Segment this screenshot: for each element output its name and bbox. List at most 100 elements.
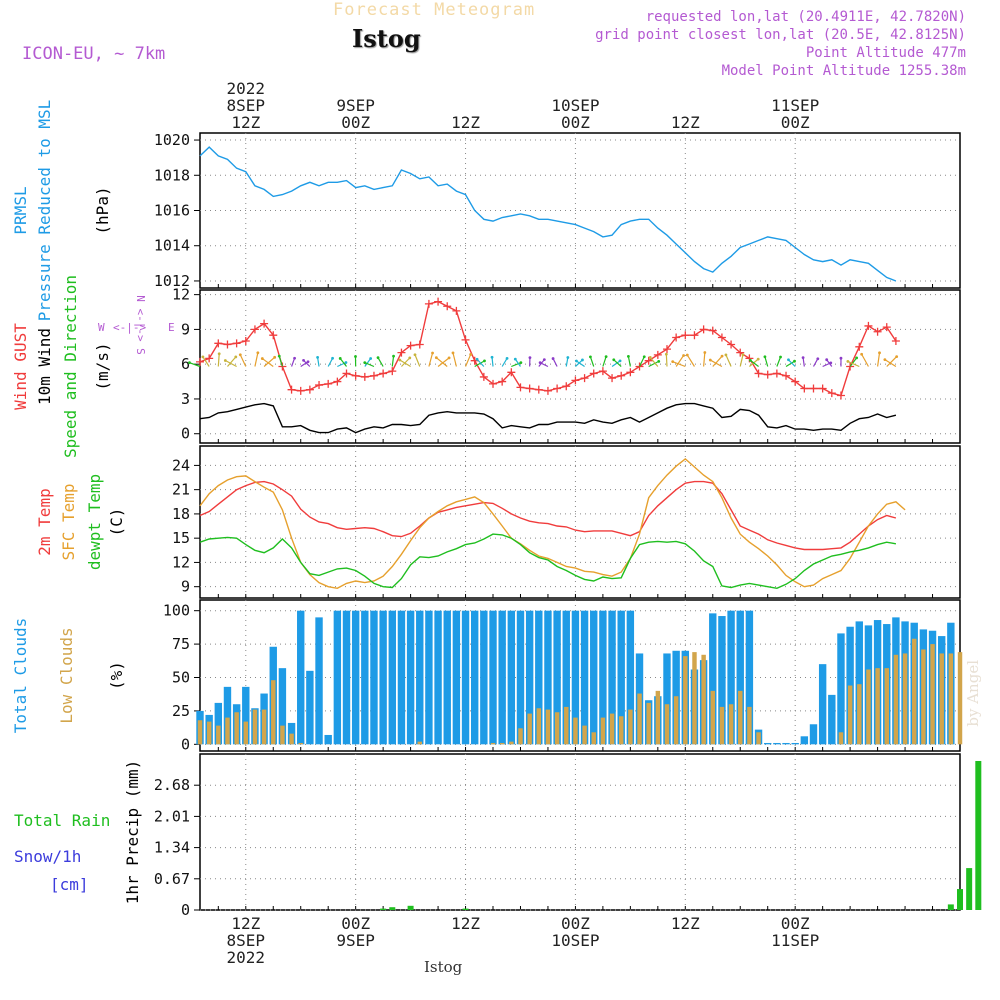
bar bbox=[462, 908, 469, 910]
requested-coordinates: requested lon,lat (20.4911E, 42.7820N) bbox=[645, 9, 966, 25]
wind-arrow-head bbox=[475, 357, 479, 361]
gust-marker bbox=[800, 384, 809, 393]
wind-direction-arrow bbox=[539, 362, 549, 368]
wind-direction-arrow bbox=[391, 356, 395, 367]
wind-direction-arrow bbox=[776, 356, 782, 367]
wind-arrow-head bbox=[447, 356, 451, 360]
gust-marker bbox=[296, 386, 305, 395]
bar bbox=[416, 610, 424, 745]
series-line bbox=[199, 480, 897, 551]
y-tick-label: 1.34 bbox=[154, 839, 190, 857]
wind-direction-arrow bbox=[627, 356, 631, 367]
bar bbox=[838, 732, 844, 745]
bar bbox=[608, 610, 616, 745]
series-line bbox=[199, 402, 897, 434]
wind-arrow-head bbox=[293, 356, 296, 360]
wind-arrow-head bbox=[741, 353, 745, 357]
wind-arrow-head bbox=[505, 356, 509, 360]
gust-marker bbox=[324, 379, 333, 388]
wind-direction-arrow bbox=[225, 359, 237, 368]
wind-direction-arrow bbox=[826, 359, 833, 367]
bar bbox=[646, 702, 651, 745]
gust-marker bbox=[864, 321, 873, 330]
bar bbox=[948, 653, 954, 745]
bar bbox=[939, 653, 944, 745]
bar bbox=[452, 610, 461, 745]
bar bbox=[745, 610, 754, 745]
bottom-time-label: 00Z bbox=[561, 914, 590, 933]
wind-arrow-head bbox=[575, 359, 578, 363]
wind-arrow-head bbox=[201, 355, 205, 359]
gust-marker bbox=[589, 369, 598, 378]
gust-marker bbox=[772, 369, 781, 378]
y-tick-label: 12 bbox=[172, 286, 190, 304]
bottom-time-label: 12Z bbox=[231, 914, 260, 933]
wind-arrow-head bbox=[538, 361, 542, 365]
wind-direction-arrow bbox=[437, 357, 450, 367]
wind-direction-arrow bbox=[377, 357, 384, 367]
gust-marker bbox=[351, 371, 360, 380]
panel-frame bbox=[199, 445, 961, 599]
wind-arrow-head bbox=[344, 361, 348, 364]
axis-label: (%) bbox=[107, 661, 126, 690]
wind-direction-arrow bbox=[565, 357, 569, 367]
bar bbox=[545, 709, 551, 745]
gust-marker bbox=[681, 331, 690, 340]
top-time-label: 00Z bbox=[341, 113, 370, 132]
y-tick-label: 18 bbox=[172, 505, 190, 523]
wind-arrow-head bbox=[398, 358, 402, 362]
bar bbox=[544, 610, 552, 745]
bar bbox=[518, 728, 523, 745]
wind-direction-arrow bbox=[552, 358, 558, 367]
gust-marker bbox=[543, 386, 552, 395]
gust-marker bbox=[434, 297, 443, 306]
wind-arrow-head bbox=[825, 358, 829, 362]
gust-marker bbox=[415, 340, 424, 349]
bar bbox=[617, 610, 625, 745]
wind-arrow-head bbox=[860, 352, 864, 356]
wind-arrow-head bbox=[234, 355, 238, 359]
wind-direction-arrow bbox=[672, 361, 686, 368]
bottom-time-label: 11SEP bbox=[771, 931, 819, 950]
bar bbox=[709, 613, 717, 745]
y-tick-label: 6 bbox=[181, 355, 190, 373]
bar bbox=[278, 668, 287, 745]
gust-marker bbox=[369, 371, 378, 380]
compass-west: W bbox=[98, 321, 105, 334]
gust-marker bbox=[507, 368, 516, 377]
gust-marker bbox=[315, 381, 324, 390]
axis-label: Pressure Reduced to MSL bbox=[35, 100, 54, 322]
bar bbox=[855, 621, 863, 745]
wind-arrow-head bbox=[354, 355, 357, 358]
wind-direction-arrow bbox=[710, 359, 723, 368]
bar bbox=[673, 696, 679, 745]
bar bbox=[306, 670, 314, 745]
wind-arrow-head bbox=[604, 355, 608, 359]
gust-marker bbox=[250, 325, 259, 334]
bar bbox=[609, 713, 615, 745]
wind-arrow-head bbox=[551, 357, 555, 360]
bar bbox=[975, 760, 982, 910]
wind-arrow-head bbox=[671, 360, 675, 364]
bar bbox=[361, 610, 369, 745]
axis-label: 1hr Precip (mm) bbox=[123, 760, 142, 905]
wind-direction-arrow bbox=[428, 352, 434, 367]
top-time-label: 12Z bbox=[451, 113, 480, 132]
bar bbox=[600, 717, 606, 745]
wind-arrow-head bbox=[657, 359, 661, 363]
y-tick-label: 12 bbox=[172, 553, 190, 571]
wind-arrow-head bbox=[188, 361, 191, 365]
bottom-time-label: 8SEP bbox=[227, 931, 266, 950]
gust-marker bbox=[424, 299, 433, 308]
wind-direction-arrow bbox=[239, 354, 247, 367]
wind-arrow-head bbox=[618, 359, 622, 363]
bar bbox=[564, 706, 569, 745]
gust-marker bbox=[196, 357, 204, 366]
wind-direction-arrow bbox=[802, 357, 805, 367]
bar bbox=[701, 654, 706, 745]
wind-direction-arrow bbox=[613, 359, 622, 367]
bar bbox=[370, 610, 378, 745]
gust-marker bbox=[580, 374, 589, 383]
gust-marker bbox=[598, 367, 607, 376]
gust-marker bbox=[397, 348, 406, 357]
